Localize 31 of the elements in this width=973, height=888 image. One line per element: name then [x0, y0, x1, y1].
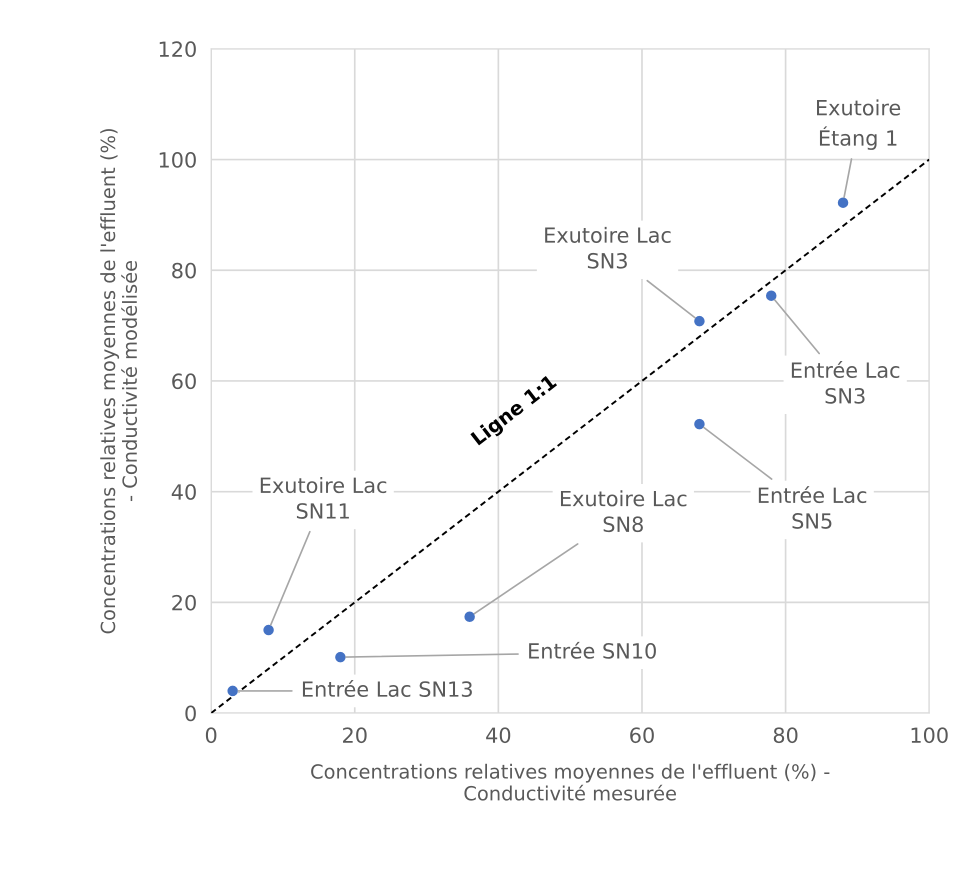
x-tick-label: 80: [774, 727, 798, 744]
annotation: Exutoire Lac SN8: [560, 490, 686, 532]
point: [836, 196, 850, 210]
x-tick-label: 0: [206, 727, 216, 744]
point: [693, 418, 706, 430]
annotation: Exutoire Lac SN11: [260, 477, 386, 519]
y-axis-title: Concentrations relatives moyennes de l'effluent (%) - Conductivité modélisée: [100, 129, 138, 634]
annotation: Entrée Lac SN13: [302, 680, 472, 697]
point: [226, 684, 240, 698]
x-tick-label: 20: [343, 727, 367, 744]
point: [693, 314, 706, 328]
y-tick-label: 40: [172, 484, 196, 500]
point: [262, 624, 275, 636]
point: [764, 289, 778, 302]
x-axis-title: Concentrations relatives moyennes de l'effluent (%) - Conductivité mesurée: [311, 764, 830, 801]
point: [334, 650, 347, 664]
x-tick-label: 60: [630, 727, 654, 744]
y-tick-label: 60: [172, 373, 196, 390]
y-tick-label: 120: [160, 41, 196, 58]
annotation: Exutoire Étang 1: [817, 99, 900, 150]
point: [463, 610, 476, 624]
y-tick-label: 20: [172, 594, 196, 611]
annotation: Entrée Lac SN3: [792, 361, 900, 404]
y-tick-label: 100: [160, 152, 196, 168]
annotation: Entrée SN10: [529, 642, 656, 659]
annotation: Entrée Lac SN5: [758, 486, 866, 529]
x-tick-label: 40: [486, 727, 510, 744]
annotation: Exutoire Lac SN3: [545, 226, 671, 269]
y-tick-label: 0: [185, 706, 196, 722]
y-tick-label: 80: [172, 262, 196, 278]
x-tick-label: 100: [912, 727, 948, 744]
